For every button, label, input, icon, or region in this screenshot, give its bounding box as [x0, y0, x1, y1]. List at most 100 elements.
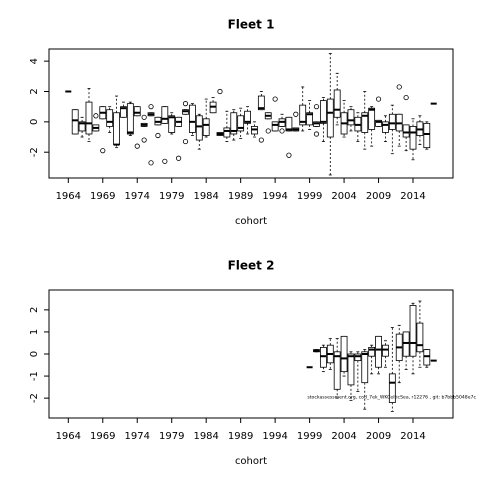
x-tick-label: 1994 — [262, 191, 287, 202]
outlier — [148, 160, 154, 166]
x-tick-label: 1969 — [90, 431, 115, 442]
box — [416, 322, 424, 353]
box — [271, 121, 279, 132]
box — [347, 353, 355, 386]
box — [368, 346, 376, 357]
box — [382, 121, 389, 133]
box — [382, 344, 389, 357]
box — [409, 126, 417, 150]
outlier — [176, 155, 182, 161]
annotation: stockassessment.org, cod_7ek_WKCelticSea… — [307, 395, 476, 401]
outlier — [396, 84, 402, 90]
y-tick-label: 1 — [29, 329, 40, 335]
box — [361, 112, 369, 133]
box — [244, 110, 251, 124]
outlier — [272, 96, 278, 102]
x-tick-label: 1994 — [262, 431, 287, 442]
box — [423, 122, 431, 149]
outlier — [286, 152, 292, 158]
y-tick-label: -2 — [29, 147, 40, 157]
chart-title: Fleet 1 — [228, 18, 275, 32]
y-tick-label: 4 — [29, 58, 40, 64]
box — [402, 124, 410, 138]
box — [126, 103, 134, 135]
box — [319, 346, 327, 368]
box — [347, 109, 355, 126]
outlier — [182, 101, 189, 107]
box — [71, 109, 79, 135]
y-tick-label: -2 — [29, 393, 40, 403]
outlier — [403, 94, 409, 101]
box — [299, 104, 307, 126]
box — [409, 305, 417, 357]
box — [354, 353, 362, 362]
box — [375, 119, 382, 127]
box — [423, 349, 431, 366]
x-tick-label: 2004 — [331, 191, 356, 202]
box — [223, 127, 231, 138]
outlier — [141, 137, 147, 143]
box — [120, 106, 127, 118]
x-tick-label: 1979 — [159, 431, 184, 442]
y-tick-label: 0 — [29, 119, 40, 125]
plot-frame — [48, 48, 454, 179]
x-tick-label: 1984 — [193, 431, 218, 442]
x-tick-label: 2009 — [366, 431, 391, 442]
x-tick-label: 1974 — [125, 191, 150, 202]
y-tick-label: 2 — [29, 88, 40, 94]
box — [333, 89, 341, 118]
x-tick-label: 2009 — [366, 191, 391, 202]
outlier — [279, 128, 285, 134]
box — [333, 351, 341, 390]
box — [326, 98, 334, 138]
x-tick-label: 2014 — [400, 431, 425, 442]
outlier — [93, 113, 99, 119]
y-tick-label: 2 — [29, 307, 40, 313]
outlier — [313, 131, 320, 137]
outlier — [162, 158, 168, 164]
outlier — [293, 111, 299, 117]
x-tick-label: 2014 — [400, 191, 425, 202]
outlier — [265, 128, 271, 134]
box — [195, 115, 203, 141]
outlier — [217, 88, 223, 95]
box — [106, 109, 114, 127]
x-tick-label: 1964 — [56, 191, 81, 202]
outlier — [375, 96, 382, 102]
box — [388, 113, 396, 130]
box — [230, 112, 238, 135]
outlier — [155, 132, 161, 139]
box — [368, 107, 376, 130]
outlier — [148, 104, 154, 110]
box — [285, 116, 293, 132]
box — [257, 95, 265, 111]
box — [113, 112, 120, 146]
box — [319, 100, 327, 124]
outlier — [182, 138, 189, 145]
x-tick-label: 1974 — [125, 431, 150, 442]
box — [168, 115, 176, 133]
box — [133, 106, 141, 117]
box — [78, 121, 86, 132]
x-tick-label: 1989 — [228, 431, 253, 442]
x-axis-label: cohort — [235, 216, 267, 227]
outlier — [134, 143, 140, 149]
x-axis-label: cohort — [235, 456, 267, 467]
box — [375, 335, 382, 368]
box — [85, 101, 93, 135]
box — [361, 351, 369, 384]
box — [202, 118, 210, 136]
outlier — [141, 114, 147, 120]
x-tick-label: 1979 — [159, 191, 184, 202]
x-tick-label: 2004 — [331, 431, 356, 442]
x-tick-label: 1964 — [56, 431, 81, 442]
x-tick-label: 1999 — [297, 191, 322, 202]
box — [388, 373, 396, 403]
x-tick-label: 1969 — [90, 191, 115, 202]
y-tick-label: 0 — [29, 351, 40, 357]
outlier — [313, 104, 320, 110]
y-tick-label: -1 — [29, 371, 40, 381]
box — [161, 106, 169, 124]
box — [402, 331, 410, 357]
